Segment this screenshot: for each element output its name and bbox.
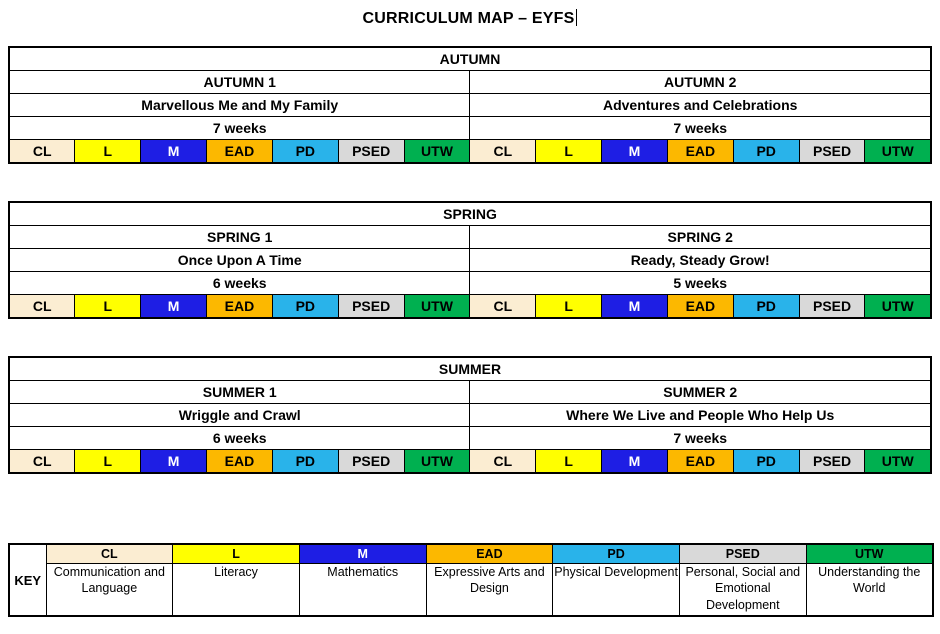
- half-term-theme: Marvellous Me and My Family: [8, 93, 471, 117]
- half-term-duration: 7 weeks: [469, 116, 932, 140]
- text-cursor: [576, 9, 578, 26]
- key-header-psed: PSED: [678, 543, 807, 564]
- subject-cell-psed: PSED: [798, 139, 866, 164]
- key-label: KEY: [8, 543, 47, 617]
- key-description-m: Mathematics: [298, 563, 427, 617]
- key-header-pd: PD: [552, 543, 680, 564]
- subject-cell-ead: EAD: [666, 139, 734, 164]
- subject-cell-l: L: [74, 139, 142, 164]
- half-term-duration: 6 weeks: [8, 271, 471, 295]
- subject-cell-utw: UTW: [403, 449, 471, 474]
- subject-cell-utw: UTW: [403, 294, 471, 319]
- subject-cell-m: M: [601, 294, 668, 319]
- key-header-ead: EAD: [425, 543, 554, 564]
- half-term-duration: 7 weeks: [469, 426, 932, 450]
- key-description-ead: Expressive Arts and Design: [425, 563, 554, 617]
- subject-cell-psed: PSED: [337, 139, 405, 164]
- subject-cell-m: M: [140, 139, 208, 164]
- subject-cell-l: L: [535, 294, 603, 319]
- subject-cell-cl: CL: [8, 294, 76, 319]
- half-term-theme: Where We Live and People Who Help Us: [469, 403, 932, 427]
- subject-cell-psed: PSED: [798, 294, 866, 319]
- subject-cell-l: L: [535, 139, 603, 164]
- subject-cell-psed: PSED: [337, 294, 405, 319]
- subject-cell-pd: PD: [271, 294, 339, 319]
- key-description-cl: Communication and Language: [45, 563, 174, 617]
- page-title: CURRICULUM MAP – EYFS: [0, 9, 940, 28]
- key-description-pd: Physical Development: [552, 563, 680, 617]
- half-term-label: AUTUMN 2: [469, 70, 932, 94]
- key-header-cl: CL: [45, 543, 174, 564]
- half-term-duration: 5 weeks: [469, 271, 932, 295]
- key-header-utw: UTW: [805, 543, 934, 564]
- half-term-label: SPRING 2: [469, 225, 932, 249]
- subject-cell-cl: CL: [469, 449, 537, 474]
- term-header: AUTUMN: [8, 46, 932, 71]
- subject-cell-psed: PSED: [337, 449, 405, 474]
- subject-cell-pd: PD: [732, 294, 800, 319]
- page-title-text: CURRICULUM MAP – EYFS: [362, 10, 575, 27]
- key-header-l: L: [172, 543, 300, 564]
- half-term-theme: Ready, Steady Grow!: [469, 248, 932, 272]
- subject-cell-utw: UTW: [403, 139, 471, 164]
- term-table-spring: SPRING SPRING 1 SPRING 2 Once Upon A Time Re…: [8, 201, 932, 319]
- subject-cell-cl: CL: [8, 449, 76, 474]
- half-term-theme: Wriggle and Crawl: [8, 403, 471, 427]
- subject-cell-m: M: [601, 449, 668, 474]
- subject-cell-pd: PD: [732, 449, 800, 474]
- subject-cell-ead: EAD: [666, 449, 734, 474]
- subject-cell-l: L: [74, 294, 142, 319]
- half-term-duration: 7 weeks: [8, 116, 471, 140]
- subject-cell-utw: UTW: [864, 294, 932, 319]
- subject-cell-m: M: [140, 449, 208, 474]
- term-table-summer: SUMMER SUMMER 1 SUMMER 2 Wriggle and Crawl W…: [8, 356, 932, 474]
- subject-cell-l: L: [535, 449, 603, 474]
- subject-cell-pd: PD: [271, 139, 339, 164]
- key-header-m: M: [298, 543, 427, 564]
- subject-cell-l: L: [74, 449, 142, 474]
- term-header: SUMMER: [8, 356, 932, 381]
- subject-cell-m: M: [140, 294, 208, 319]
- half-term-label: SPRING 1: [8, 225, 471, 249]
- subject-cell-utw: UTW: [864, 449, 932, 474]
- half-term-label: SUMMER 2: [469, 380, 932, 404]
- subject-cell-m: M: [601, 139, 668, 164]
- subject-cell-cl: CL: [469, 294, 537, 319]
- subject-cell-cl: CL: [8, 139, 76, 164]
- term-table-autumn: AUTUMN AUTUMN 1 AUTUMN 2 Marvellous Me and …: [8, 46, 932, 164]
- key-table: KEY CL L M EAD PD PSED UTW Communication and Lan…: [8, 543, 934, 617]
- half-term-label: AUTUMN 1: [8, 70, 471, 94]
- subject-cell-pd: PD: [271, 449, 339, 474]
- subject-cell-psed: PSED: [798, 449, 866, 474]
- key-description-utw: Understanding the World: [805, 563, 934, 617]
- subject-cell-ead: EAD: [666, 294, 734, 319]
- subject-cell-ead: EAD: [206, 449, 273, 474]
- subject-cell-pd: PD: [732, 139, 800, 164]
- subject-cell-utw: UTW: [864, 139, 932, 164]
- half-term-theme: Once Upon A Time: [8, 248, 471, 272]
- subject-cell-cl: CL: [469, 139, 537, 164]
- key-description-l: Literacy: [172, 563, 300, 617]
- term-header: SPRING: [8, 201, 932, 226]
- subject-cell-ead: EAD: [206, 294, 273, 319]
- subject-cell-ead: EAD: [206, 139, 273, 164]
- half-term-label: SUMMER 1: [8, 380, 471, 404]
- half-term-theme: Adventures and Celebrations: [469, 93, 932, 117]
- half-term-duration: 6 weeks: [8, 426, 471, 450]
- key-description-psed: Personal, Social and Emotional Developme…: [678, 563, 807, 617]
